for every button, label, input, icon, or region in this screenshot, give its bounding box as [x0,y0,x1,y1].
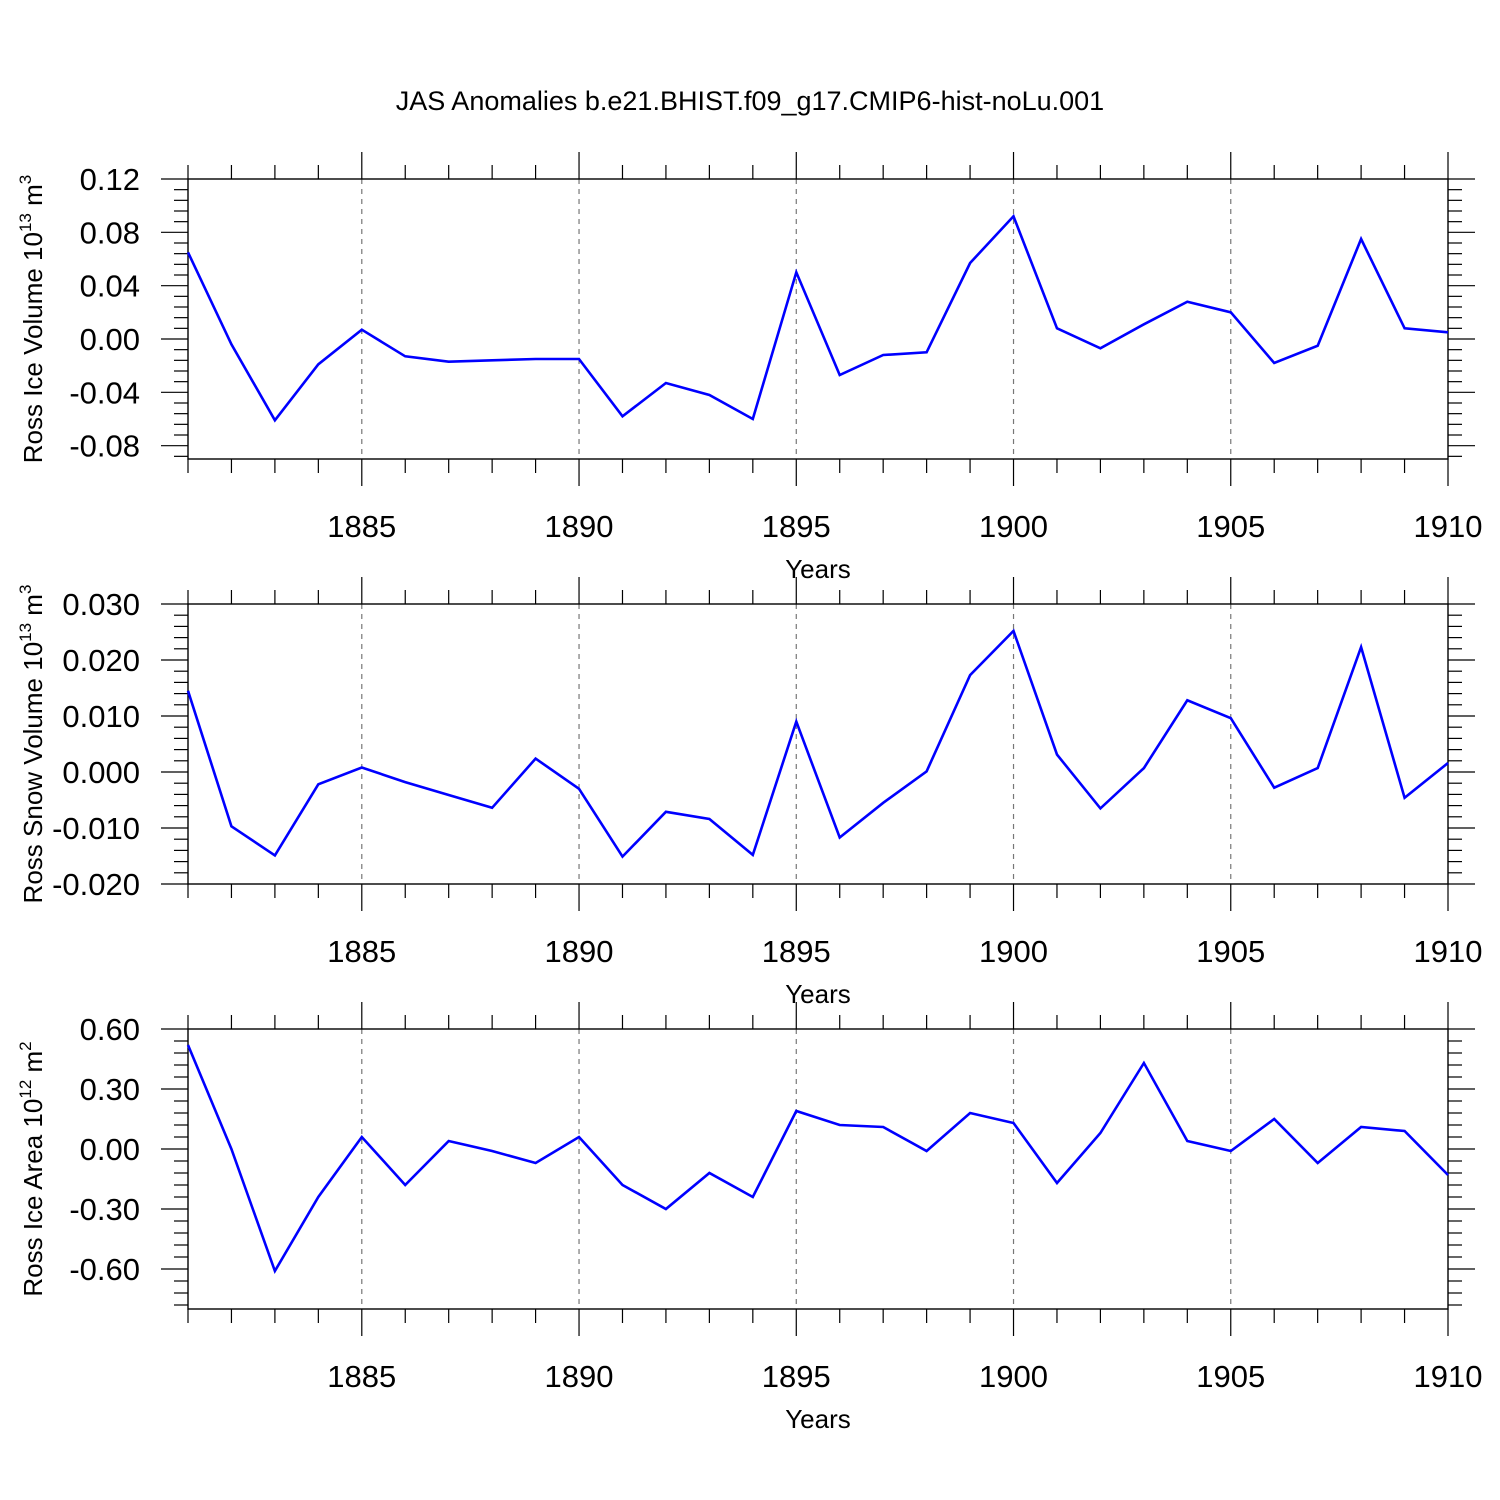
x-tick-label: 1910 [1414,934,1483,969]
x-tick-label: 1895 [762,509,831,544]
y-tick-label: 0.00 [80,322,140,357]
y-tick-label: -0.010 [52,811,140,846]
x-axis-title: Years [785,979,851,1009]
x-tick-label: 1895 [762,934,831,969]
y-tick-label: -0.08 [69,429,140,464]
x-tick-label: 1910 [1414,509,1483,544]
y-tick-label: 0.08 [80,215,140,250]
x-tick-label: 1885 [327,509,396,544]
series-line [186,213,1449,423]
y-tick-label: 0.00 [80,1132,140,1167]
y-axis-title: Ross Ice Area 1012 m2 [16,1041,48,1296]
y-tick-label: 0.12 [80,162,140,197]
series-line [186,628,1449,859]
x-axis-title: Years [785,1404,851,1434]
y-tick-label: 0.000 [62,755,140,790]
x-tick-label: 1895 [762,1359,831,1394]
x-tick-label: 1885 [327,934,396,969]
plot-frame [187,1028,1449,1310]
y-tick-label: -0.30 [69,1192,140,1227]
x-tick-label: 1910 [1414,1359,1483,1394]
x-axis-title: Years [785,554,851,584]
plot-frame [187,603,1449,885]
x-tick-label: 1900 [979,934,1048,969]
x-tick-label: 1900 [979,509,1048,544]
x-tick-label: 1890 [545,1359,614,1394]
y-tick-label: -0.020 [52,867,140,902]
y-tick-label: 0.020 [62,643,140,678]
x-tick-label: 1900 [979,1359,1048,1394]
y-tick-label: -0.04 [69,375,140,410]
x-tick-label: 1890 [545,509,614,544]
x-tick-label: 1905 [1196,934,1265,969]
y-tick-label: -0.60 [69,1252,140,1287]
y-axis-title: Ross Snow Volume 1013 m3 [16,585,48,904]
y-axis-title: Ross Ice Volume 1013 m3 [16,175,48,464]
plot-frame [187,178,1449,460]
y-tick-label: 0.60 [80,1012,140,1047]
series-line [186,1044,1449,1275]
y-tick-label: 0.030 [62,587,140,622]
x-tick-label: 1890 [545,934,614,969]
x-tick-label: 1905 [1196,509,1265,544]
x-tick-label: 1905 [1196,1359,1265,1394]
y-tick-label: 0.04 [80,269,140,304]
y-tick-label: 0.010 [62,699,140,734]
chart-title: JAS Anomalies b.e21.BHIST.f09_g17.CMIP6-… [395,86,1105,116]
y-tick-label: 0.30 [80,1072,140,1107]
x-tick-label: 1885 [327,1359,396,1394]
